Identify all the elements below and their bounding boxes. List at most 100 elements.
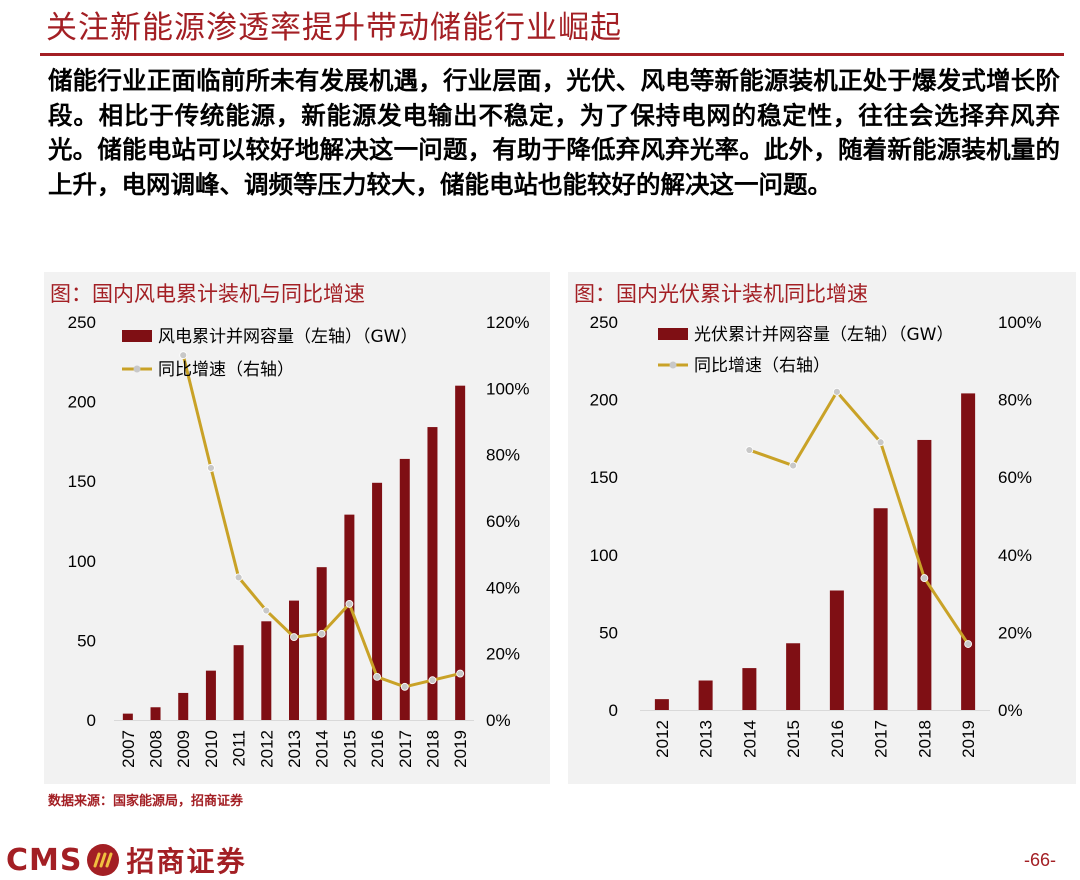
growth-line xyxy=(748,390,970,645)
left-axis-tick-label: 50 xyxy=(599,623,618,642)
bar xyxy=(205,670,216,720)
right-axis-tick-label: 40% xyxy=(998,546,1032,565)
right-axis-tick-label: 80% xyxy=(486,446,520,465)
bar xyxy=(786,643,801,710)
logo-chinese-name: 招商证券 xyxy=(126,845,247,878)
right-axis-tick-label: 80% xyxy=(998,391,1032,410)
bar xyxy=(178,692,189,720)
legend-swatch-marker xyxy=(133,365,141,373)
x-tick-label: 2019 xyxy=(451,730,470,768)
left-axis-tick-label: 250 xyxy=(590,313,618,332)
solar-chart-panel: 图：国内光伏累计装机同比增速 0 50 100 150 200 250 0% 20% 40% 60… xyxy=(568,272,1076,784)
right-axis-tick-label: 100% xyxy=(998,313,1041,332)
bar xyxy=(261,621,272,720)
bar xyxy=(289,600,299,720)
right-axis-tick-label: 100% xyxy=(486,379,529,398)
bar xyxy=(316,567,327,720)
growth-point xyxy=(832,387,841,396)
right-axis-tick-label: 120% xyxy=(486,313,529,332)
right-axis-tick-label: 20% xyxy=(486,645,520,664)
x-tick-label: 2016 xyxy=(828,720,847,758)
bar xyxy=(372,482,383,720)
left-axis-tick-label: 100 xyxy=(590,546,618,565)
legend-label-bar: 光伏累计并网容量（左轴）（GW） xyxy=(694,325,953,345)
growth-point xyxy=(964,640,973,648)
x-tick-label: 2013 xyxy=(285,730,304,768)
right-axis-tick-label: 0% xyxy=(998,701,1023,720)
x-tick-label: 2015 xyxy=(340,730,359,768)
legend-label-line: 同比增速（右轴） xyxy=(694,356,830,376)
legend-label-line: 同比增速（右轴） xyxy=(158,360,294,380)
growth-point xyxy=(876,438,885,447)
logo-emblem-icon xyxy=(87,844,120,876)
right-axis-tick-label: 20% xyxy=(998,623,1032,642)
legend-swatch-bar xyxy=(122,330,152,342)
right-axis-tick-label: 0% xyxy=(486,711,511,730)
growth-point xyxy=(745,446,754,454)
legend-label-bar: 风电累计并网容量（左轴）（GW） xyxy=(158,327,417,347)
title-divider xyxy=(40,53,1064,56)
x-tick-label: 2015 xyxy=(784,720,803,758)
growth-point xyxy=(207,464,215,472)
x-tick-label: 2017 xyxy=(396,730,415,768)
left-axis-tick-label: 100 xyxy=(68,552,96,571)
growth-point xyxy=(345,600,354,608)
right-axis-tick-label: 60% xyxy=(486,512,520,531)
x-tick-label: 2010 xyxy=(202,730,221,768)
left-axis-tick-label: 0 xyxy=(609,701,618,720)
body-paragraph: 储能行业正面临前所未有发展机遇，行业层面，光伏、风电等新能源装机正处于爆发式增长… xyxy=(48,66,1060,199)
right-axis-tick-label: 60% xyxy=(998,468,1032,487)
x-tick-label: 2007 xyxy=(119,730,138,768)
chart-title: 图：国内光伏累计装机同比增速 xyxy=(574,282,868,306)
x-tick-label: 2018 xyxy=(423,730,442,768)
growth-point xyxy=(920,574,929,582)
chart-title: 图：国内风电累计装机与同比增速 xyxy=(50,282,365,306)
logo-text: CMS xyxy=(6,842,83,878)
legend-swatch-bar xyxy=(658,328,688,340)
bar xyxy=(654,699,669,710)
growth-point xyxy=(789,461,798,470)
bar xyxy=(829,590,844,710)
bar xyxy=(455,385,466,720)
x-tick-label: 2012 xyxy=(653,720,672,758)
x-tick-label: 2009 xyxy=(174,730,193,768)
wind-chart: 0 50 100 150 200 250 0% 20% 40% 60% 80% 100% 120% 200… xyxy=(68,313,530,768)
x-tick-label: 2013 xyxy=(697,720,716,758)
page-title: 关注新能源渗透率提升带动储能行业崛起 xyxy=(46,10,622,46)
x-tick-label: 2014 xyxy=(740,720,759,758)
company-logo: CMS 招商证券 xyxy=(6,842,247,879)
data-source-note: 数据来源：国家能源局，招商证券 xyxy=(48,794,244,809)
legend-swatch-marker xyxy=(669,361,677,369)
x-tick-label: 2017 xyxy=(872,720,891,758)
bar xyxy=(427,427,438,720)
bar xyxy=(399,458,410,720)
bar xyxy=(961,393,976,710)
growth-point xyxy=(428,676,437,685)
x-tick-label: 2014 xyxy=(313,730,332,768)
growth-point xyxy=(234,573,243,582)
growth-point xyxy=(317,629,326,638)
x-tick-label: 2012 xyxy=(257,730,276,768)
growth-point xyxy=(262,606,271,615)
left-axis-tick-label: 150 xyxy=(590,468,618,487)
growth-point xyxy=(456,669,465,678)
right-axis-tick-label: 40% xyxy=(486,578,520,597)
x-tick-label: 2016 xyxy=(368,730,387,768)
left-axis-tick-label: 0 xyxy=(87,711,96,730)
page-number: -66- xyxy=(1023,850,1056,870)
x-tick-label: 2018 xyxy=(915,720,934,758)
left-axis-tick-label: 250 xyxy=(68,313,96,332)
bar xyxy=(698,680,713,710)
left-axis-tick-label: 50 xyxy=(77,631,96,650)
growth-point xyxy=(373,672,381,681)
x-tick-label: 2019 xyxy=(959,720,978,758)
left-axis-tick-label: 200 xyxy=(590,391,618,410)
bar xyxy=(873,508,888,710)
x-tick-label: 2008 xyxy=(147,730,166,768)
bar xyxy=(150,707,161,720)
wind-chart-panel: 图：国内风电累计装机与同比增速 0 50 100 150 200 250 0% 20% 40% 6… xyxy=(44,272,550,784)
bar xyxy=(122,713,133,720)
bar xyxy=(742,668,757,710)
growth-point xyxy=(290,633,298,641)
bar xyxy=(233,645,244,720)
